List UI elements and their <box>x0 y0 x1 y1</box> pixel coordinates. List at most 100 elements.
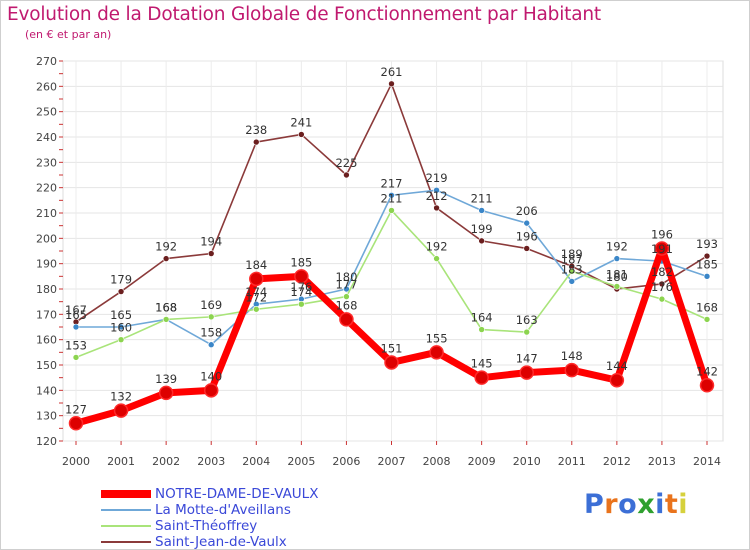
series-point <box>564 362 580 378</box>
data-label: 168 <box>155 300 177 314</box>
data-label: 193 <box>696 237 718 251</box>
y-tick-label: 150 <box>36 359 57 372</box>
y-tick-label: 190 <box>36 258 57 271</box>
data-label: 225 <box>335 156 357 170</box>
data-label: 168 <box>335 298 357 312</box>
series-point <box>339 312 354 327</box>
data-label: 168 <box>696 300 718 314</box>
x-tick-label: 2008 <box>423 455 451 468</box>
series-point <box>568 278 576 285</box>
data-label: 192 <box>155 240 177 254</box>
data-label: 219 <box>426 171 448 185</box>
series-point <box>523 245 531 252</box>
data-label: 145 <box>471 357 493 371</box>
data-label: 140 <box>200 369 222 383</box>
x-tick-label: 2013 <box>648 455 676 468</box>
series-point <box>609 372 625 388</box>
series-point <box>343 285 350 293</box>
legend-item: Saint-Jean-de-Vaulx <box>101 534 318 550</box>
data-label: 212 <box>426 189 448 203</box>
series-point <box>613 283 621 290</box>
legend-item: NOTRE-DAME-DE-VAULX <box>101 486 318 502</box>
series-point <box>298 131 305 138</box>
series-point <box>72 323 80 331</box>
data-label: 177 <box>335 278 357 292</box>
data-label: 176 <box>651 280 673 294</box>
y-tick-label: 200 <box>36 232 57 245</box>
data-label: 151 <box>381 341 403 355</box>
y-tick-label: 160 <box>36 334 57 347</box>
series-point <box>298 300 305 308</box>
y-tick-label: 180 <box>36 283 57 296</box>
logo-letter: P <box>584 489 605 520</box>
series-point <box>162 255 170 262</box>
chart-title: Evolution de la Dotation Globale de Fonc… <box>7 4 601 25</box>
data-label: 144 <box>606 359 628 373</box>
x-tick-label: 2005 <box>287 455 315 468</box>
logo-letter: o <box>618 489 638 520</box>
x-tick-label: 2012 <box>603 455 631 468</box>
data-label: 217 <box>381 176 403 190</box>
series-point <box>388 207 395 214</box>
data-label: 199 <box>471 222 493 236</box>
data-label: 167 <box>65 303 87 317</box>
legend-swatch <box>101 525 151 527</box>
data-label: 174 <box>290 285 312 299</box>
data-label: 172 <box>245 290 267 304</box>
y-tick-label: 250 <box>36 106 57 119</box>
series-point <box>523 219 531 227</box>
series-point <box>658 280 666 288</box>
y-tick-label: 140 <box>36 384 57 397</box>
series-point <box>252 305 260 313</box>
series-point <box>433 204 440 212</box>
x-tick-label: 2009 <box>468 455 496 468</box>
x-tick-label: 2001 <box>107 455 135 468</box>
x-tick-label: 2004 <box>242 455 270 468</box>
x-tick-label: 2007 <box>378 455 406 468</box>
series-point <box>478 237 485 245</box>
series-point <box>117 288 125 295</box>
series-point <box>703 252 711 260</box>
series-point <box>478 207 485 214</box>
data-label: 155 <box>426 331 448 345</box>
data-label: 165 <box>65 308 87 322</box>
series-point <box>703 273 711 280</box>
y-tick-label: 210 <box>36 207 57 220</box>
series-point <box>388 191 395 199</box>
y-tick-label: 220 <box>36 182 57 195</box>
logo-letter: i <box>655 489 665 520</box>
legend-label: Saint-Théoffrey <box>155 518 258 534</box>
data-label: 164 <box>471 311 493 325</box>
x-tick-label: 2010 <box>513 455 541 468</box>
series-point <box>429 345 444 360</box>
data-label: 206 <box>516 204 538 218</box>
data-label: 174 <box>245 285 267 299</box>
series-point <box>117 323 125 331</box>
data-label: 132 <box>110 390 132 404</box>
series-point <box>658 295 666 303</box>
data-label: 185 <box>696 257 718 271</box>
series-point <box>207 313 215 321</box>
x-tick-label: 2003 <box>197 455 225 468</box>
data-label: 180 <box>606 270 628 284</box>
y-tick-label: 240 <box>36 131 57 144</box>
series-point <box>72 354 80 361</box>
y-tick-label: 260 <box>36 80 57 93</box>
y-tick-label: 170 <box>36 308 57 321</box>
logo-letter: r <box>604 489 619 520</box>
data-label: 261 <box>381 65 403 79</box>
data-label: 182 <box>651 265 673 279</box>
axes: 120 130 140 150 160 170 180 190 200 210 220 230 240 2… <box>36 55 721 468</box>
chart-subtitle: (en € et par an) <box>25 28 112 41</box>
legend-swatch <box>101 490 151 498</box>
x-tick-label: 2002 <box>152 455 180 468</box>
series-point <box>113 403 129 418</box>
series-point <box>294 269 309 284</box>
legend-label: Saint-Jean-de-Vaulx <box>155 534 287 550</box>
proxiti-logo: Proxiti <box>584 489 688 520</box>
data-label: 153 <box>65 338 87 352</box>
series-point <box>388 80 395 88</box>
